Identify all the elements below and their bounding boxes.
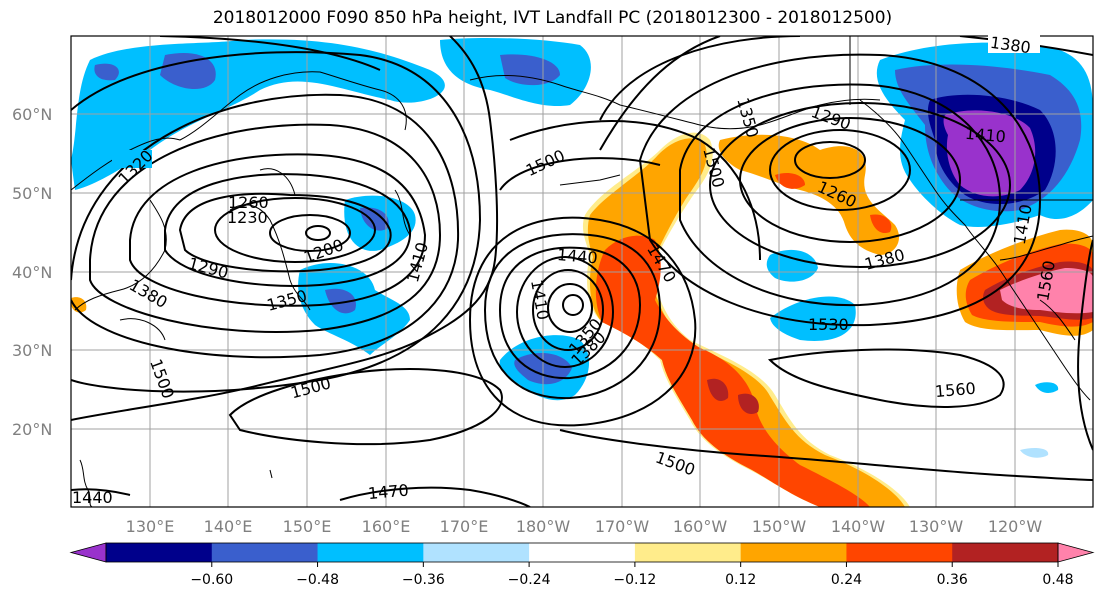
lon-label: 130°W (909, 517, 964, 536)
lon-label: 180°W (516, 517, 571, 536)
colorbar-tick-label: −0.24 (508, 572, 551, 588)
contour-label: 1560 (934, 379, 976, 401)
colorbar-segment (211, 543, 319, 562)
colorbar: −0.60 −0.48 −0.36 −0.24 −0.12 0.12 0.24 0.36 0.4… (69, 542, 1095, 588)
lon-label: 120°W (988, 517, 1043, 536)
colorbar-segment (317, 543, 424, 562)
lat-label-40: 40°N (12, 263, 52, 282)
contour-label: 1470 (367, 481, 409, 503)
colorbar-tick-label: 0.24 (831, 572, 862, 588)
lon-label: 140°E (204, 517, 253, 536)
colorbar-tick-label: 0.48 (1042, 572, 1073, 588)
lat-label-20: 20°N (12, 420, 52, 439)
contour-label: 1230 (227, 208, 268, 227)
lon-label: 150°W (752, 517, 807, 536)
colorbar-segment (634, 543, 742, 562)
contour-label: 1260 (228, 193, 269, 212)
height-contours (71, 36, 1093, 507)
contour-label: 1440 (72, 488, 113, 507)
lon-label: 150°E (283, 517, 332, 536)
colorbar-segment (529, 543, 636, 562)
colorbar-extend-min (69, 542, 107, 563)
contour-label: 1530 (808, 315, 849, 334)
lat-label-60: 60°N (12, 105, 52, 124)
contour-label: 1410 (964, 124, 1006, 146)
colorbar-segment (740, 543, 847, 562)
colorbar-tick-label: −0.60 (190, 572, 233, 588)
lon-label: 130°E (126, 517, 175, 536)
colorbar-outline (105, 542, 1059, 563)
contour-label: 1440 (556, 245, 598, 267)
colorbar-extend-max (1057, 542, 1095, 563)
colorbar-segment (106, 543, 213, 562)
colorbar-tick-label: −0.48 (296, 572, 339, 588)
colorbar-tick-label: 0.12 (725, 572, 756, 588)
colorbar-segment (846, 543, 953, 562)
lon-label: 160°E (362, 517, 411, 536)
lon-label: 170°W (595, 517, 650, 536)
colorbar-tick-label: 0.36 (937, 572, 968, 588)
latitude-labels: 60°N 50°N 40°N 30°N 20°N (12, 105, 52, 439)
lat-label-30: 30°N (12, 341, 52, 360)
lon-label: 170°E (440, 517, 489, 536)
contour-labels: 1380 1320 1260 1230 1200 1290 1350 1380 … (72, 33, 1059, 507)
longitude-labels: 130°E 140°E 150°E 160°E 170°E 180°W 170°… (126, 517, 1043, 536)
colorbar-segment (952, 543, 1059, 562)
colorbar-tick-label: −0.36 (402, 572, 445, 588)
lon-label: 160°W (673, 517, 728, 536)
map-title: 2018012000 F090 850 hPa height, IVT Land… (212, 8, 893, 28)
map-frame (70, 35, 1094, 508)
colorbar-segment (423, 543, 530, 562)
lon-label: 140°W (831, 517, 886, 536)
lat-label-50: 50°N (12, 184, 52, 203)
colorbar-tick-label: −0.12 (613, 572, 656, 588)
